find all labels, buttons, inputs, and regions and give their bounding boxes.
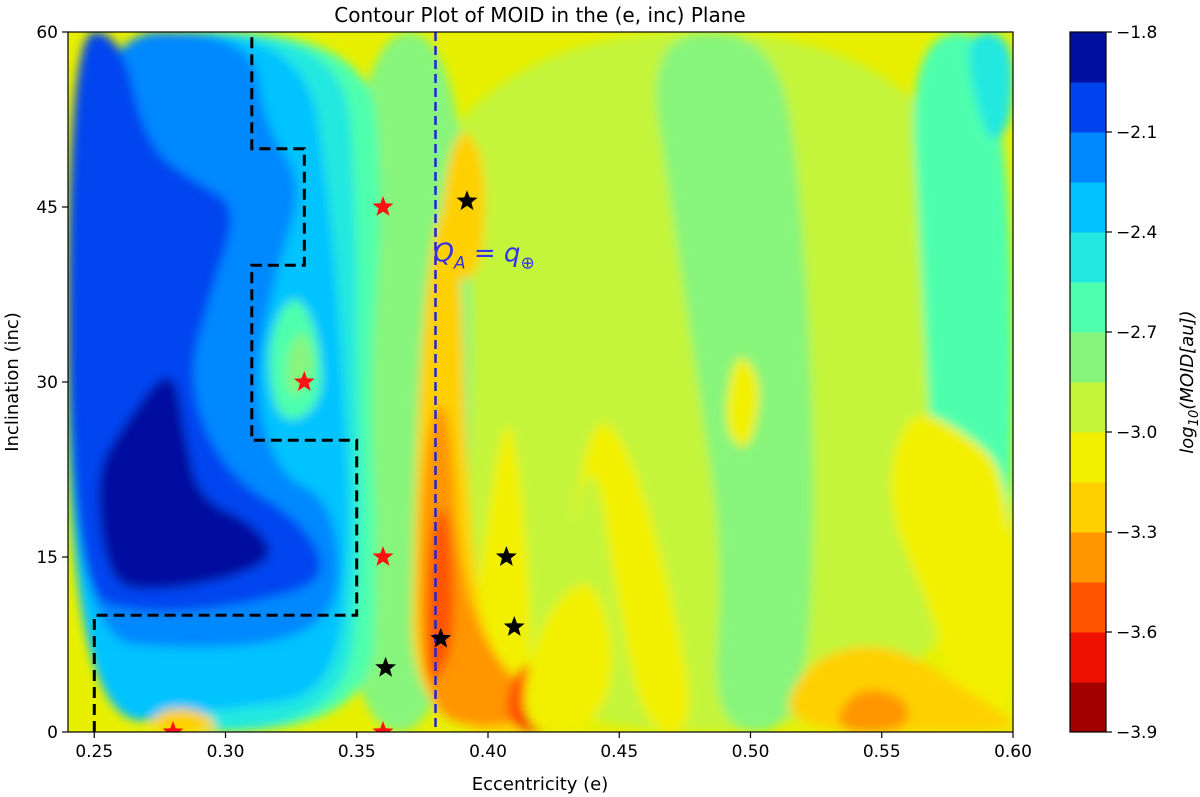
y-tick-label-3: 45	[36, 198, 58, 218]
y-tick-label-1: 15	[36, 548, 58, 568]
x-tick-label-6: 0.55	[863, 742, 901, 762]
colorbar-label-base: log	[1177, 426, 1198, 453]
colorbar-band-9	[1070, 232, 1106, 283]
colorbar-label-sub: 10	[1187, 410, 1200, 427]
colorbar-band-4	[1070, 482, 1106, 533]
x-tick-label-4: 0.45	[600, 742, 638, 762]
annotation-base: Q	[434, 239, 454, 269]
colorbar-tick-label-6: −3.6	[1116, 623, 1157, 643]
red-star-marker-0	[162, 721, 184, 732]
annotation-eq: = q	[466, 239, 521, 269]
y-axis-ticks: 0 15 30 45 60	[36, 23, 68, 743]
contour-region-22	[152, 708, 216, 732]
black-star-marker-0	[375, 656, 397, 677]
colorbar-band-5	[1070, 432, 1106, 483]
colorbar-tick-label-3: −2.7	[1116, 323, 1157, 343]
colorbar-band-11	[1070, 132, 1106, 183]
y-axis-label: Inclination (inc)	[2, 312, 23, 452]
x-tick-label-7: 0.60	[994, 742, 1032, 762]
annotation-qa-equals-q-earth: QA = q⊕	[434, 239, 535, 274]
colorbar	[1070, 32, 1106, 733]
contour-region-4	[969, 32, 1013, 139]
colorbar-label: log10(MOID[au])	[1177, 310, 1200, 453]
contour-region-14	[98, 377, 270, 590]
marker-layer	[162, 190, 525, 732]
colorbar-band-2	[1070, 582, 1106, 633]
colorbar-label-rest: (MOID[au])	[1177, 310, 1198, 409]
colorbar-tick-label-1: −2.1	[1116, 123, 1157, 143]
red-star-marker-3	[293, 371, 315, 391]
contour-regions	[68, 32, 1013, 732]
red-star-marker-4	[372, 196, 394, 216]
y-tick-label-0: 0	[47, 723, 58, 743]
x-tick-label-0: 0.25	[75, 742, 113, 762]
contour-region-26	[524, 584, 613, 732]
annotation-sub-earth: ⊕	[520, 254, 534, 274]
x-tick-label-5: 0.50	[732, 742, 770, 762]
contour-region-6	[573, 423, 690, 732]
colorbar-tick-label-7: −3.9	[1116, 723, 1157, 743]
colorbar-band-0	[1070, 682, 1106, 733]
plot-area	[68, 32, 1013, 732]
black-star-marker-3	[495, 546, 517, 566]
colorbar-tick-label-2: −2.4	[1116, 223, 1157, 243]
x-tick-label-2: 0.35	[338, 742, 376, 762]
dashed-boundary-line	[92, 32, 359, 732]
contour-region-25	[839, 690, 908, 732]
contour-region-8	[890, 414, 1013, 732]
red-star-marker-2	[372, 546, 394, 566]
colorbar-band-7	[1070, 332, 1106, 383]
contour-region-7	[726, 357, 760, 448]
black-star-marker-2	[503, 616, 525, 636]
colorbar-band-8	[1070, 282, 1106, 333]
annotation-sub-a: A	[453, 254, 466, 274]
colorbar-tick-label-0: −1.8	[1116, 23, 1157, 43]
x-axis-label: Eccentricity (e)	[472, 774, 609, 795]
colorbar-tick-label-5: −3.3	[1116, 523, 1157, 543]
x-tick-label-3: 0.40	[469, 742, 507, 762]
black-star-marker-1	[430, 627, 452, 648]
chart-title: Contour Plot of MOID in the (e, inc) Pla…	[334, 3, 745, 27]
red-star-marker-1	[372, 721, 394, 732]
black-star-marker-4	[456, 190, 478, 211]
colorbar-band-12	[1070, 82, 1106, 133]
colorbar-band-3	[1070, 532, 1106, 583]
y-tick-label-4: 60	[36, 23, 58, 43]
colorbar-tick-label-4: −3.0	[1116, 423, 1157, 443]
dashed-boundary-layer	[92, 32, 359, 732]
x-tick-label-1: 0.30	[207, 742, 245, 762]
x-axis-ticks: 0.25 0.30 0.35 0.40 0.45 0.50 0.55 0.60	[75, 732, 1032, 762]
colorbar-band-6	[1070, 382, 1106, 433]
colorbar-frame	[1069, 31, 1107, 733]
colorbar-band-1	[1070, 632, 1106, 683]
colorbar-band-13	[1070, 32, 1106, 83]
colorbar-band-10	[1070, 182, 1106, 233]
y-tick-label-2: 30	[36, 373, 58, 393]
colorbar-ticks: −1.8 −2.1 −2.4 −2.7 −3.0 −3.3 −3.6 −3.9	[1106, 23, 1157, 743]
